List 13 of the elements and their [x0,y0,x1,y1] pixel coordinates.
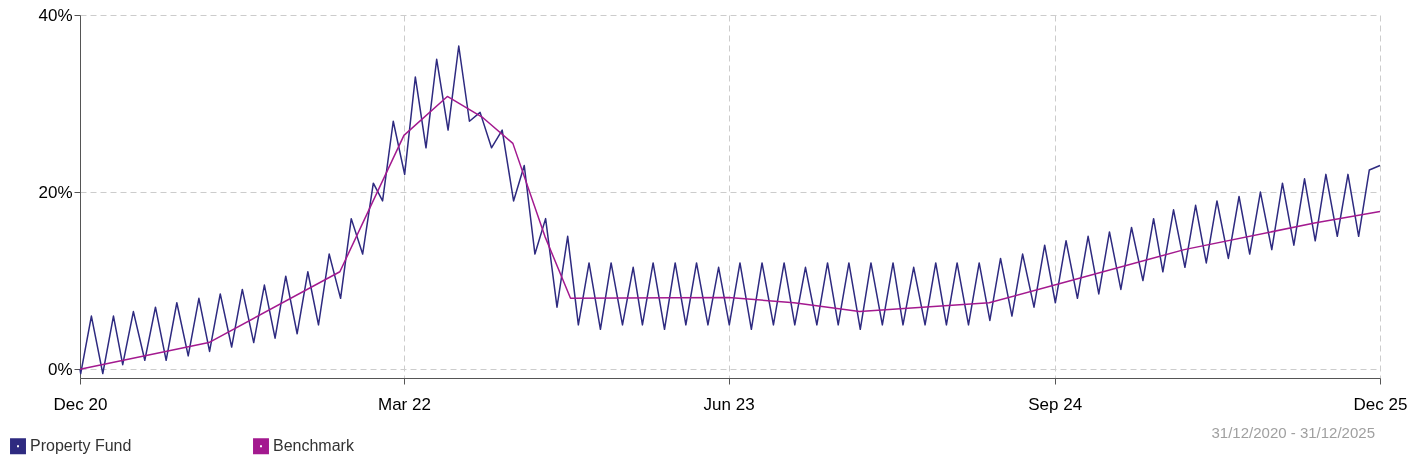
legend-label: Benchmark [273,437,355,455]
line-series [79,45,1381,375]
x-tick-label: Jun 23 [703,394,755,414]
x-tick-label: Mar 22 [377,394,431,414]
x-tick-label: Dec 25 [1353,394,1408,414]
y-tick-label: 40% [38,5,73,25]
x-tick-label: Sep 24 [1028,394,1083,414]
x-tick-label: Dec 20 [53,394,108,414]
text: 31/12/2020 - 31/12/2025 [1211,424,1375,441]
y-tick-label: 0% [47,359,73,379]
legend-label: Property Fund [30,437,132,455]
y-tick-label: 20% [38,182,73,202]
line-series [79,95,1381,370]
